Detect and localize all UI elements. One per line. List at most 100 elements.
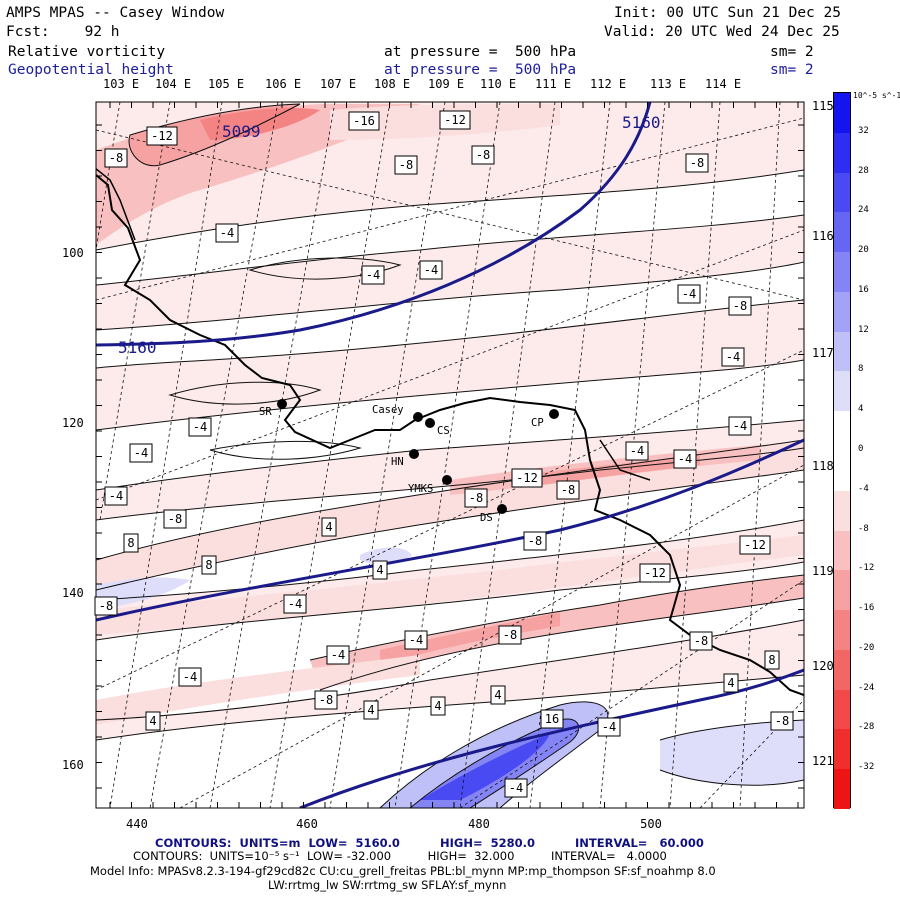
vorticity-contour-label: -4 — [188, 417, 212, 437]
colorbar-cell — [834, 132, 850, 173]
colorbar-cell — [834, 769, 850, 809]
svg-text:-12: -12 — [151, 129, 173, 143]
station-casey[interactable]: Casey — [372, 404, 423, 422]
vorticity-contour-label: 4 — [145, 711, 161, 731]
vorticity-contour-label: -4 — [283, 594, 307, 614]
svg-text:-8: -8 — [528, 534, 542, 548]
init-time: Init: 00 UTC Sun 21 Dec 25 — [614, 5, 841, 21]
vorticity-contour-label: -4 — [728, 416, 752, 436]
colorbar-level: -20 — [858, 642, 875, 653]
longitude-label-top: 105 E — [208, 77, 245, 91]
station-label: DS — [480, 512, 493, 524]
vorticity-contour-label: -8 — [163, 509, 187, 529]
vorticity-contour-label: -4 — [597, 717, 621, 737]
vorticity-contour-label: 8 — [201, 555, 217, 575]
svg-text:-8: -8 — [775, 714, 789, 728]
axis-ticks — [96, 102, 804, 808]
colorbar-level: 4 — [858, 404, 864, 415]
station-cp[interactable]: CP — [531, 409, 559, 429]
longitude-label-top: 107 E — [320, 77, 357, 91]
station-ymks[interactable]: YMKS — [408, 475, 452, 495]
svg-text:4: 4 — [367, 703, 374, 717]
colorbar-level: 16 — [858, 284, 869, 295]
vorticity-contour-label: -8 — [94, 596, 118, 616]
station-marker[interactable] — [277, 399, 287, 409]
y-axis-label: 120 — [62, 416, 84, 430]
svg-text:4: 4 — [494, 688, 501, 702]
vorticity-contour-label: -8 — [104, 148, 128, 168]
forecast-hour: Fcst: 92 h — [6, 24, 120, 40]
colorbar-cell — [834, 212, 850, 253]
vorticity-contour-label: -4 — [419, 260, 443, 280]
colorbar-cell — [834, 331, 850, 372]
field2-smoothing: sm= 2 — [770, 62, 814, 78]
station-ds[interactable]: DS — [480, 504, 507, 524]
valid-time: Valid: 20 UTC Wed 24 Dec 25 — [604, 24, 840, 40]
colorbar-cell — [834, 172, 850, 213]
vorticity-contours — [96, 103, 804, 808]
vorticity-contour-label: -8 — [471, 145, 495, 165]
colorbar-level: -24 — [858, 682, 875, 693]
vorticity-contour-label: -8 — [498, 625, 522, 645]
field2-name: Geopotential height — [8, 62, 174, 78]
colorbar-level: -16 — [858, 603, 875, 614]
colorbar-cells — [833, 92, 851, 809]
colorbar-level: 28 — [858, 165, 869, 176]
colorbar-cell — [834, 490, 850, 531]
colorbar-level: 0 — [858, 444, 864, 454]
height-contour-label: 5160 — [622, 113, 661, 132]
colorbar-cell — [834, 729, 850, 770]
station-marker[interactable] — [549, 409, 559, 419]
svg-text:-4: -4 — [678, 452, 692, 466]
vorticity-contour-label: -8 — [689, 631, 713, 651]
vorticity-contour-label: -8 — [685, 153, 709, 173]
station-hn[interactable]: HN — [391, 449, 419, 468]
svg-text:-8: -8 — [690, 156, 704, 170]
vorticity-contour-label: 8 — [123, 533, 139, 553]
vorticity-contour-label: -4 — [178, 667, 202, 687]
svg-text:5160: 5160 — [118, 338, 157, 357]
svg-text:-8: -8 — [99, 599, 113, 613]
vorticity-contour-label: -8 — [556, 480, 580, 500]
station-cs[interactable]: CS — [425, 418, 450, 437]
station-label: CS — [437, 425, 450, 437]
svg-text:-4: -4 — [726, 350, 740, 364]
colorbar-cell — [834, 252, 850, 292]
station-marker[interactable] — [409, 449, 419, 459]
longitude-label-top: 112 E — [590, 77, 627, 91]
vorticity-contour-label: -8 — [464, 488, 488, 508]
vorticity-contour-label: -4 — [215, 223, 239, 243]
svg-text:8: 8 — [127, 536, 134, 550]
vorticity-contour-label: -4 — [326, 645, 350, 665]
vorticity-contour-label: 4 — [723, 673, 739, 693]
station-marker[interactable] — [425, 418, 435, 428]
vorticity-contour-label: -8 — [728, 296, 752, 316]
vorticity-contour-label: -4 — [625, 441, 649, 461]
vorticity-contour-label: -8 — [394, 155, 418, 175]
station-marker[interactable] — [497, 504, 507, 514]
station-label: HN — [391, 456, 404, 468]
height-contour-info: CONTOURS: UNITS=m LOW= 5160.0 HIGH= 5280… — [155, 836, 704, 850]
height-contour-label: 5160 — [118, 338, 157, 357]
vorticity-contour-label: -8 — [523, 531, 547, 551]
vorticity-contour-label: 4 — [372, 560, 388, 580]
svg-text:-4: -4 — [630, 444, 644, 458]
plot-frame — [95, 101, 805, 809]
x-axis-label: 480 — [468, 817, 490, 831]
vorticity-contour-label: -4 — [673, 449, 697, 469]
colorbar-level: -28 — [858, 722, 875, 733]
vorticity-contour-label: 4 — [490, 685, 506, 705]
vorticity-contour-label: 8 — [764, 650, 780, 670]
vorticity-contour-label: -8 — [314, 690, 338, 710]
svg-text:16: 16 — [545, 712, 559, 726]
colorbar-level: 20 — [858, 245, 869, 256]
svg-text:-8: -8 — [109, 151, 123, 165]
longitude-label-top: 110 E — [480, 77, 517, 91]
longitude-label-top: 104 E — [155, 77, 192, 91]
station-marker[interactable] — [413, 412, 423, 422]
svg-text:-8: -8 — [469, 491, 483, 505]
station-marker[interactable] — [442, 475, 452, 485]
station-sr[interactable]: SR — [259, 399, 287, 418]
svg-text:-8: -8 — [733, 299, 747, 313]
field1-name: Relative vorticity — [8, 44, 166, 60]
